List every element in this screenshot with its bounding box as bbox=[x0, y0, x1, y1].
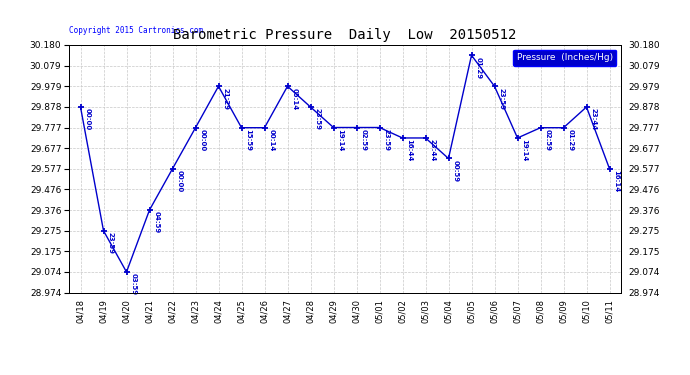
Text: 04:59: 04:59 bbox=[153, 211, 159, 234]
Text: 19:14: 19:14 bbox=[337, 129, 344, 151]
Text: 00:00: 00:00 bbox=[177, 170, 182, 192]
Text: 00:59: 00:59 bbox=[453, 160, 458, 182]
Text: 05:14: 05:14 bbox=[291, 88, 297, 110]
Text: 01:29: 01:29 bbox=[567, 129, 573, 151]
Text: 23:44: 23:44 bbox=[591, 108, 596, 131]
Text: 23:59: 23:59 bbox=[108, 232, 113, 254]
Text: 16:14: 16:14 bbox=[613, 170, 620, 192]
Text: 02:59: 02:59 bbox=[544, 129, 551, 151]
Text: 15:59: 15:59 bbox=[246, 129, 251, 151]
Text: 03:59: 03:59 bbox=[130, 273, 137, 296]
Text: 00:00: 00:00 bbox=[84, 108, 90, 130]
Text: 23:59: 23:59 bbox=[315, 108, 320, 130]
Text: 01:29: 01:29 bbox=[475, 57, 482, 79]
Text: 02:59: 02:59 bbox=[360, 129, 366, 151]
Text: 23:59: 23:59 bbox=[498, 88, 504, 109]
Title: Barometric Pressure  Daily  Low  20150512: Barometric Pressure Daily Low 20150512 bbox=[173, 28, 517, 42]
Text: 21:29: 21:29 bbox=[222, 88, 228, 109]
Text: 00:14: 00:14 bbox=[268, 129, 275, 152]
Text: 23:44: 23:44 bbox=[429, 140, 435, 162]
Text: 00:00: 00:00 bbox=[199, 129, 206, 152]
Text: 19:14: 19:14 bbox=[522, 140, 527, 162]
Text: Copyright 2015 Cartronics.com: Copyright 2015 Cartronics.com bbox=[69, 26, 203, 35]
Text: 16:44: 16:44 bbox=[406, 140, 413, 162]
Legend: Pressure  (Inches/Hg): Pressure (Inches/Hg) bbox=[513, 50, 616, 66]
Text: 23:59: 23:59 bbox=[384, 129, 389, 151]
